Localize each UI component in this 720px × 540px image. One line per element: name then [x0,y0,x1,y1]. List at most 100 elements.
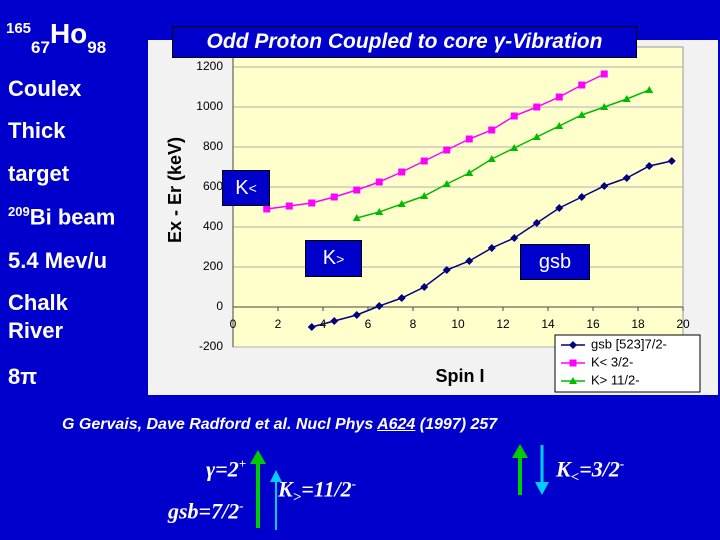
point [352,311,361,319]
plot-area [232,46,684,348]
annotation-sub: > [336,250,345,267]
x-tick-label: 10 [451,317,465,331]
point [645,162,654,170]
x-tick-label: 14 [541,317,555,331]
y-tick-label: 1200 [196,59,223,73]
annotation: K > [305,240,362,277]
gamma-label: γ=2+ [206,456,246,482]
left-label: Thick [8,118,66,143]
point [263,205,271,213]
arrow-head [270,470,282,482]
annotation: K < [222,170,270,206]
left-label: Coulex [8,76,82,101]
x-tick-label: 2 [275,317,282,331]
nucleus: 16567Ho98 [6,18,106,58]
point [398,168,406,176]
citation-text: (1997) 257 [415,416,498,433]
kgt-label: K>=11/2- [278,476,356,507]
beam-text: Bi beam [29,204,116,230]
point [420,283,429,291]
proton-number: 67 [31,38,50,57]
text: γ=2 [206,456,239,482]
text: =11/2 [301,476,352,502]
point [645,86,654,93]
mass-number: 165 [6,20,32,37]
y-tick-label: 200 [203,259,223,273]
sub: < [570,469,580,486]
beam: 209Bi beam [8,204,115,230]
y-tick-label: 400 [203,219,223,233]
y-axis-label: Ex - Er (keV) [165,137,185,243]
point [442,180,451,187]
point [600,103,609,110]
detector: 8π [8,364,38,389]
point [375,208,384,215]
point [285,202,293,210]
point [487,244,496,252]
neutron-number: 98 [87,38,107,57]
point [555,204,564,212]
point [442,266,451,274]
energy: 5.4 Mev/u [8,248,108,273]
point [375,178,383,186]
point [487,155,496,162]
lab: River [8,318,64,343]
arrow-head [512,444,528,458]
point [307,323,316,331]
element: Ho [49,18,88,49]
point [352,214,361,221]
y-tick-label: 0 [216,299,223,313]
beam-mass: 209 [8,204,30,219]
legend-marker [569,359,577,367]
x-tick-label: 20 [676,317,690,331]
left-label: target [8,161,70,186]
x-tick-label: 6 [365,317,372,331]
sup: + [238,456,247,471]
point [555,93,563,101]
point [600,182,609,190]
y-tick-label: 1000 [196,99,223,113]
point [308,199,316,207]
sup: - [239,498,244,513]
sup: - [351,476,357,491]
x-tick-label: 18 [631,317,645,331]
point [532,219,541,227]
point [510,234,519,242]
point [465,135,473,143]
x-axis-label: Spin I [436,366,485,386]
sup: - [619,456,625,471]
point [577,111,586,118]
annotation-text: K [235,176,249,199]
series-line [356,89,650,219]
text: gsb=7/2 [168,498,240,524]
point [353,186,361,194]
x-tick-label: 8 [410,317,417,331]
arrow-head [250,450,266,464]
point [622,174,631,182]
gsb-label: gsb=7/2- [168,498,244,524]
legend-label: gsb [523]7/2- [591,336,667,351]
citation-text: G Gervais, Dave Radford et al. Nucl Phys [62,416,378,433]
point [443,146,451,154]
citation-ref: A624 [377,416,416,433]
annotation-sub: < [248,180,257,196]
y-tick-label: 600 [203,179,223,193]
point [578,81,586,89]
point [555,122,564,129]
legend-marker [569,341,577,349]
point [510,144,519,151]
point [465,169,474,176]
point [420,192,429,199]
point [667,157,676,165]
annotation-text: K [322,247,337,269]
x-tick-label: 0 [230,317,237,331]
lab: Chalk [8,290,68,315]
point [577,193,586,201]
y-tick-label: 800 [203,139,223,153]
point [397,200,406,207]
legend-label: K< 3/2- [591,354,633,369]
point [488,126,496,134]
chart-title: Odd Proton Coupled to core γ-Vibration [172,26,637,58]
point [330,317,339,325]
